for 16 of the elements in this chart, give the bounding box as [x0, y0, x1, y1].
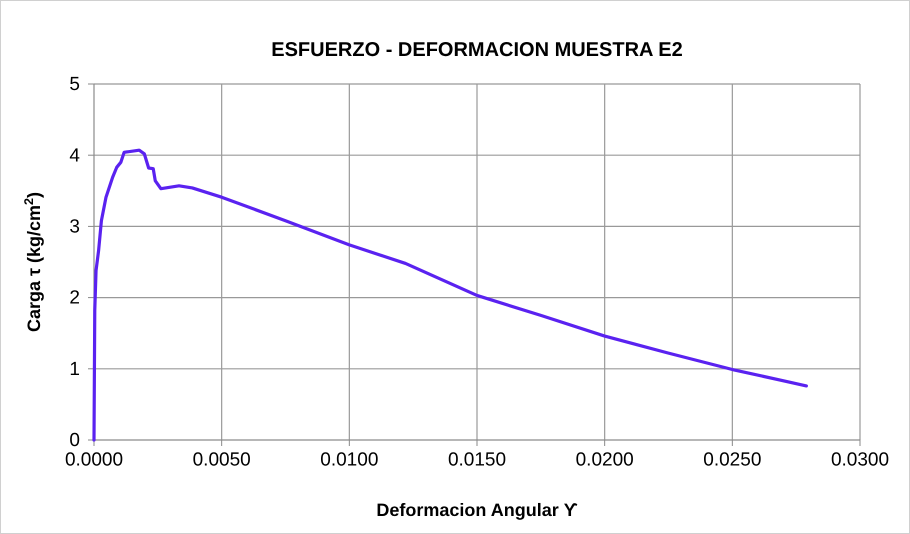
x-tick-label: 0.0150 — [448, 449, 506, 470]
x-tick-label: 0.0000 — [64, 449, 124, 470]
x-tick-label: 0.0100 — [320, 449, 378, 470]
y-tick-label: 1 — [69, 358, 80, 380]
y-tick-label: 4 — [69, 145, 80, 166]
x-tick-label: 0.0050 — [192, 449, 251, 470]
x-tick-label: 0.0300 — [830, 449, 890, 470]
y-tick-label: 3 — [69, 216, 80, 238]
line-series — [92, 148, 808, 442]
x-tick-label: 0.0200 — [576, 449, 634, 470]
y-tick-label: 5 — [69, 74, 80, 96]
x-tick-label: 0.0250 — [703, 449, 762, 470]
x-axis-title: Deformacion Angular ϒ — [376, 500, 578, 520]
chart-title: ESFUERZO - DEFORMACION MUESTRA E2 — [271, 39, 683, 61]
y-tick-label: 0 — [69, 430, 80, 452]
y-tick-label: 2 — [69, 288, 80, 309]
